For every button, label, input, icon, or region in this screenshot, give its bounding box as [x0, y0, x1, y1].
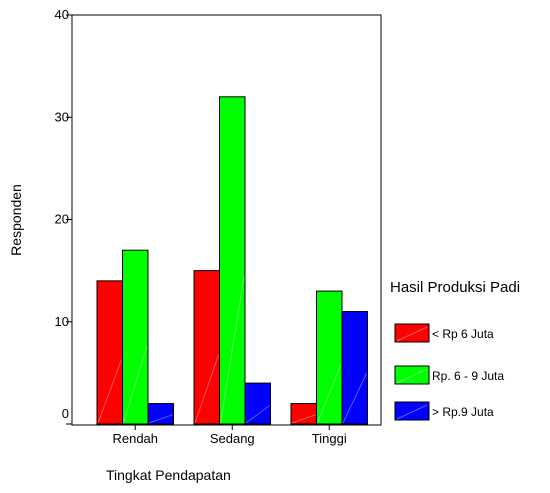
x-tick-label-rendah: Rendah	[112, 431, 158, 446]
x-axis: Rendah Sedang Tinggi	[112, 425, 347, 446]
bar-shine-sedang-series-1	[194, 354, 219, 424]
y-tick-label-30: 30	[55, 109, 69, 124]
legend-swatch-shine-3	[396, 404, 428, 420]
bars	[96, 96, 368, 425]
legend-swatch-shine-2	[396, 368, 428, 384]
x-tick-label-tinggi: Tinggi	[312, 431, 347, 446]
bar-rendah-series-1	[96, 280, 123, 425]
bar-shine-tinggi-series-2	[317, 363, 342, 424]
legend-label-1: < Rp 6 Juta	[432, 327, 494, 341]
legend-label-2: Rp. 6 - 9 Juta	[432, 369, 504, 383]
bar-tinggi-series-1	[290, 403, 317, 425]
bar-shine-rendah-series-3	[148, 414, 173, 424]
bar-shine-rendah-series-1	[97, 359, 122, 424]
bar-shine-rendah-series-2	[123, 345, 148, 424]
bar-shine-sedang-series-2	[220, 276, 245, 424]
bar-sedang-series-1	[193, 270, 220, 425]
x-tick-label-sedang: Sedang	[210, 431, 255, 446]
y-tick-label-20: 20	[55, 212, 69, 227]
y-tick-label-0: 0	[62, 406, 69, 421]
bar-shine-tinggi-series-1	[291, 414, 316, 424]
legend-items: < Rp 6 Juta Rp. 6 - 9 Juta > Rp.9 Juta	[394, 323, 504, 421]
legend-swatch-shine-1	[396, 326, 428, 342]
legend-label-3: > Rp.9 Juta	[432, 405, 494, 419]
legend-swatch-1	[394, 323, 430, 343]
bar-shine-sedang-series-3	[245, 405, 270, 424]
legend: Hasil Produksi Padi < Rp 6 Juta Rp. 6 - 9…	[390, 279, 520, 421]
x-axis-label: Tingkat Pendapatan	[106, 467, 231, 483]
y-tick-label-10: 10	[55, 314, 69, 329]
bar-rendah-series-3	[147, 403, 174, 425]
legend-title: Hasil Produksi Padi	[390, 279, 520, 296]
y-axis-label: Responden	[8, 184, 24, 256]
bar-tinggi-series-2	[316, 290, 343, 425]
bar-shine-tinggi-series-3	[342, 373, 367, 424]
y-axis: 0 10 20 30 40	[55, 7, 72, 425]
bar-tinggi-series-3	[341, 311, 368, 425]
y-tick-label-40: 40	[55, 7, 69, 22]
bar-sedang-series-2	[219, 96, 246, 425]
bar-rendah-series-2	[122, 249, 149, 425]
legend-swatch-3	[394, 401, 430, 421]
legend-swatch-2	[394, 365, 430, 385]
bar-sedang-series-3	[244, 382, 271, 425]
